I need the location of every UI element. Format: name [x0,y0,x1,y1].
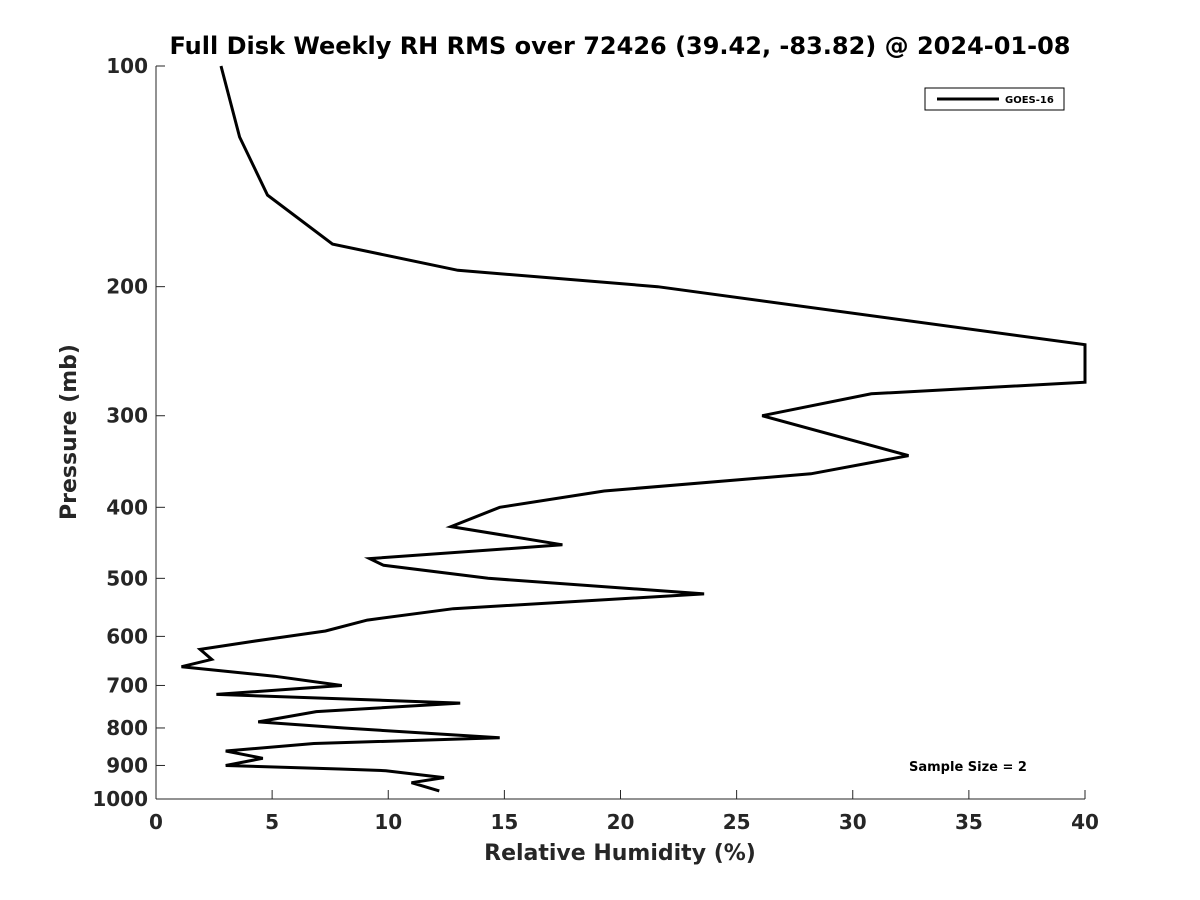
y-tick-label: 100 [106,54,148,78]
x-tick-label: 5 [265,810,279,834]
x-axis-label: Relative Humidity (%) [484,841,756,866]
y-tick-label: 800 [106,716,148,740]
x-tick-label: 40 [1071,810,1099,834]
x-axis-ticks: 0 5 10 15 20 25 30 35 40 [149,790,1099,834]
y-tick-label: 200 [106,275,148,299]
x-tick-label: 15 [490,810,518,834]
y-tick-label: 400 [106,495,148,519]
y-tick-label: 300 [106,404,148,428]
y-axis-label: Pressure (mb) [57,344,82,520]
x-tick-label: 0 [149,810,163,834]
y-tick-label: 900 [106,753,148,777]
legend-label: GOES-16 [1005,95,1054,106]
y-tick-label: 500 [106,566,148,590]
y-axis-ticks: 100 200 300 400 500 600 700 800 900 1000 [92,54,165,811]
y-tick-label: 700 [106,673,148,697]
sample-size-annotation: Sample Size = 2 [909,760,1027,775]
x-tick-label: 10 [374,810,402,834]
x-tick-label: 25 [723,810,751,834]
x-tick-label: 30 [839,810,867,834]
series-line-goes-16 [181,65,1087,793]
y-tick-label: 1000 [92,787,148,811]
y-tick-label: 600 [106,624,148,648]
legend: GOES-16 [924,87,1065,111]
chart-title: Full Disk Weekly RH RMS over 72426 (39.4… [169,32,1070,60]
x-tick-label: 20 [607,810,635,834]
series-layer [181,65,1087,793]
x-tick-label: 35 [955,810,983,834]
